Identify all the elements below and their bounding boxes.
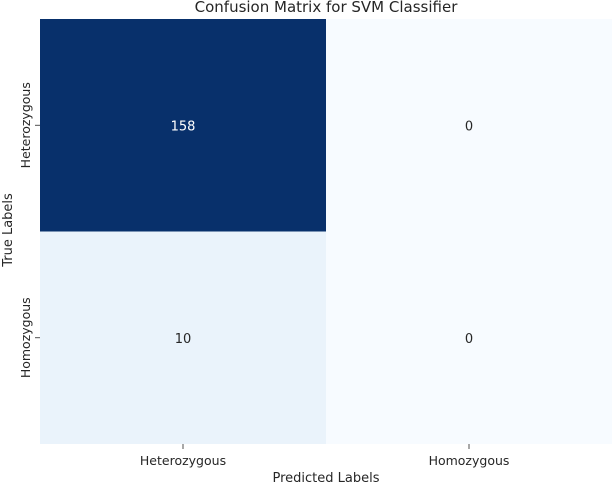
x-tick-label-0: Heterozygous (140, 453, 226, 468)
heatmap-cell-0-0 (40, 19, 326, 232)
y-axis-label: True Labels (1, 193, 16, 268)
cell-value-0-1: 0 (465, 119, 473, 134)
x-tick-label-1: Homozygous (429, 453, 510, 468)
y-tick-label-1: Homozygous (18, 297, 33, 378)
x-axis-label: Predicted Labels (272, 471, 379, 483)
heatmap-cell-1-0 (40, 231, 326, 444)
cell-value-1-1: 0 (465, 332, 473, 347)
heatmap-cell-1-1 (326, 231, 612, 444)
heatmap-cell-0-1 (326, 19, 612, 232)
heatmap-plot-area: 158 0 10 0 Heterozygous Homozygous Heterozygou… (18, 19, 612, 468)
chart-title: Confusion Matrix for SVM Classifier (195, 0, 459, 16)
cell-value-1-0: 10 (175, 332, 192, 347)
cell-value-0-0: 158 (171, 119, 196, 134)
y-tick-label-0: Heterozygous (18, 82, 33, 168)
